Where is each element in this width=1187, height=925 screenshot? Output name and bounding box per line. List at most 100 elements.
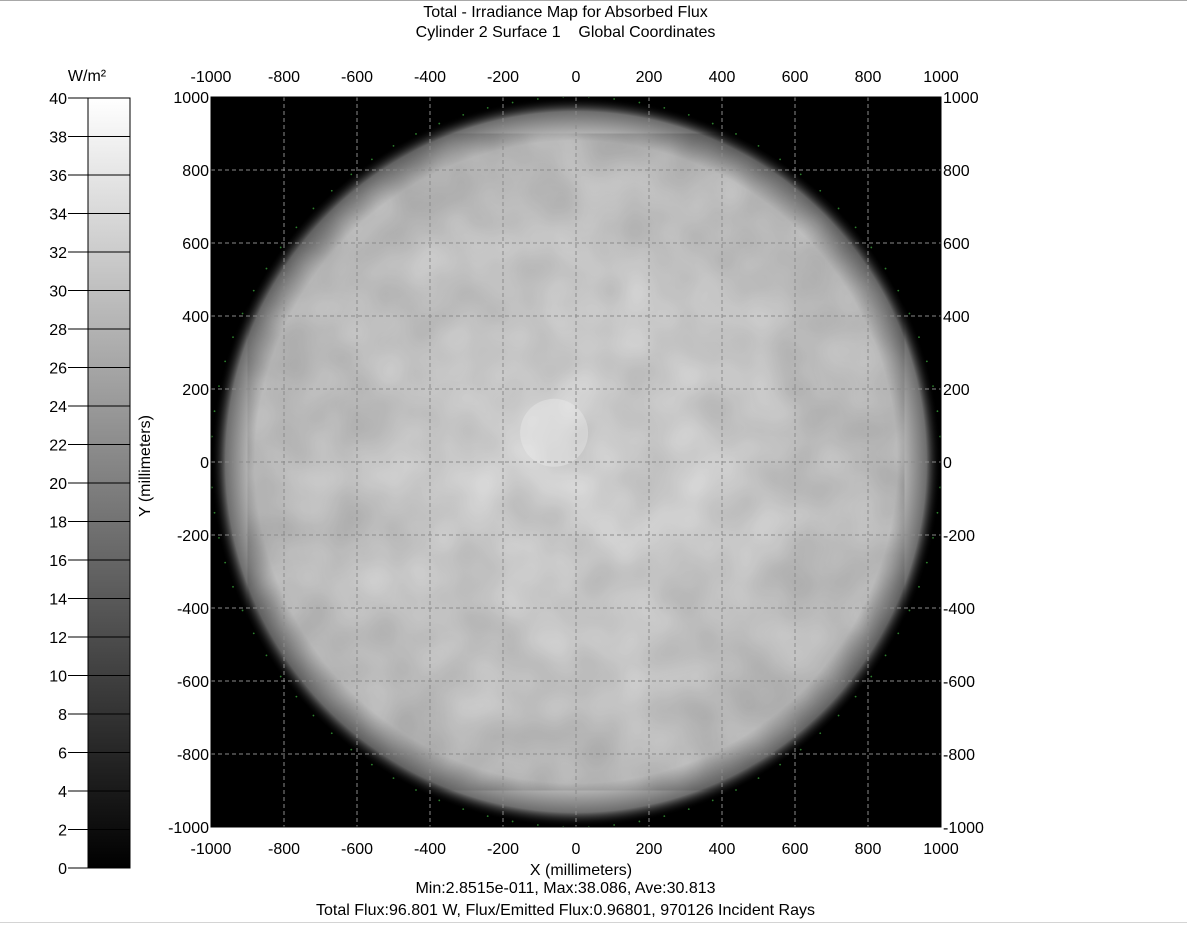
y-tick-label-right: 0: [943, 455, 952, 472]
x-tick-label-top: 400: [709, 69, 736, 86]
rim-dot: [735, 789, 737, 791]
x-tick-label-top: -600: [341, 69, 373, 86]
rim-dot: [932, 385, 934, 388]
total-flux-summary: Total Flux:96.801 W, Flux/Emitted Flux:0…: [316, 902, 815, 919]
y-tick-label-left: -800: [177, 747, 209, 764]
x-tick-label-bottom: -200: [487, 841, 519, 858]
x-tick-label-top: 800: [855, 69, 882, 86]
x-tick-label-bottom: -400: [414, 841, 446, 858]
rim-dot: [884, 267, 887, 270]
rim-dot: [218, 536, 220, 539]
rim-dot: [392, 777, 395, 779]
colorbar-tick-label: 24: [49, 399, 67, 416]
chart-subtitle: Cylinder 2 Surface 1 Global Coordinates: [415, 24, 716, 41]
rim-dot: [462, 113, 465, 116]
y-tick-label-left: 1000: [173, 90, 209, 107]
x-tick-label-top: 0: [572, 69, 581, 86]
rim-dot: [638, 101, 641, 104]
colorbar-tick-label: 32: [49, 245, 67, 262]
y-tick-label-right: 800: [943, 163, 970, 180]
x-tick-label-top: 1000: [923, 69, 959, 86]
rim-dot: [936, 410, 939, 413]
rim-dot: [908, 609, 911, 612]
colorbar-tick-label: 18: [49, 515, 67, 532]
colorbar-tick-label: 6: [58, 746, 67, 763]
rim-dot: [241, 609, 244, 612]
x-tick-label-bottom: 400: [709, 841, 736, 858]
rim-dot: [854, 226, 857, 229]
x-tick-label-bottom: 1000: [923, 841, 959, 858]
rim-dot: [779, 158, 782, 161]
rim-dot: [241, 312, 244, 315]
colorbar-tick-label: 28: [49, 322, 67, 339]
rim-dot: [870, 246, 873, 249]
rim-dot: [837, 714, 840, 717]
rim-dot: [663, 106, 666, 109]
x-tick-label-bottom: -600: [341, 841, 373, 858]
rim-dot: [870, 675, 873, 678]
rim-dot: [330, 189, 333, 192]
rim-dot: [932, 536, 934, 539]
y-tick-label-left: -600: [177, 674, 209, 691]
rim-dot: [638, 820, 641, 823]
rim-dot: [350, 173, 353, 176]
y-tick-label-left: -400: [177, 601, 209, 618]
y-tick-label-left: 600: [182, 236, 209, 253]
rim-dot: [897, 632, 900, 635]
rim-dot: [213, 511, 216, 514]
rim-dot: [613, 824, 616, 826]
rim-dot: [854, 695, 857, 698]
rim-dot: [213, 410, 216, 413]
colorbar-tick-label: 12: [49, 630, 67, 647]
rim-dot: [415, 133, 417, 135]
x-tick-label-bottom: 800: [855, 841, 882, 858]
x-tick-label-top: -400: [414, 69, 446, 86]
x-tick-label-top: -1000: [191, 69, 232, 86]
rim-dot: [232, 585, 234, 588]
y-tick-label-left: -200: [177, 528, 209, 545]
rim-dot: [536, 824, 539, 826]
y-tick-label-right: 1000: [943, 90, 979, 107]
rim-dot: [936, 511, 939, 514]
y-tick-label-left: 200: [182, 382, 209, 399]
colorbar-tick-label: 8: [58, 707, 67, 724]
rim-dot: [279, 675, 282, 678]
chart-title: Total - Irradiance Map for Absorbed Flux: [423, 4, 708, 21]
rim-dot: [312, 207, 315, 210]
rim-dot: [799, 748, 802, 751]
y-tick-label-left: 0: [200, 455, 209, 472]
rim-dot: [925, 360, 928, 363]
rim-dot: [224, 360, 227, 363]
rim-dot: [295, 226, 298, 229]
y-tick-label-right: 400: [943, 309, 970, 326]
rim-dot: [370, 158, 373, 161]
rim-dot: [819, 189, 822, 192]
colorbar-tick-label: 10: [49, 669, 67, 686]
rim-dot: [218, 385, 220, 388]
rim-dot: [252, 632, 255, 635]
rim-dot: [295, 695, 298, 698]
rim-dot: [897, 289, 900, 292]
x-tick-label-top: 200: [636, 69, 663, 86]
y-tick-label-right: -600: [943, 674, 975, 691]
colorbar-tick-label: 4: [58, 784, 67, 801]
y-tick-label-right: -200: [943, 528, 975, 545]
rim-dot: [312, 714, 315, 717]
rim-dot: [392, 145, 395, 147]
rim-dot: [511, 101, 514, 104]
window-top-border: [0, 0, 1187, 1]
y-tick-label-left: -1000: [168, 820, 209, 837]
y-tick-label-right: 200: [943, 382, 970, 399]
rim-dot: [252, 289, 255, 292]
x-tick-label-top: 600: [782, 69, 809, 86]
rim-dot: [415, 789, 417, 791]
rim-dot: [735, 133, 737, 135]
colorbar-tick-label: 30: [49, 284, 67, 301]
rim-dot: [330, 732, 333, 735]
rim-dot: [232, 336, 234, 339]
irradiance-peak-spot: [520, 398, 589, 467]
x-tick-label-top: -200: [487, 69, 519, 86]
rim-dot: [350, 748, 353, 751]
rim-dot: [819, 732, 822, 735]
